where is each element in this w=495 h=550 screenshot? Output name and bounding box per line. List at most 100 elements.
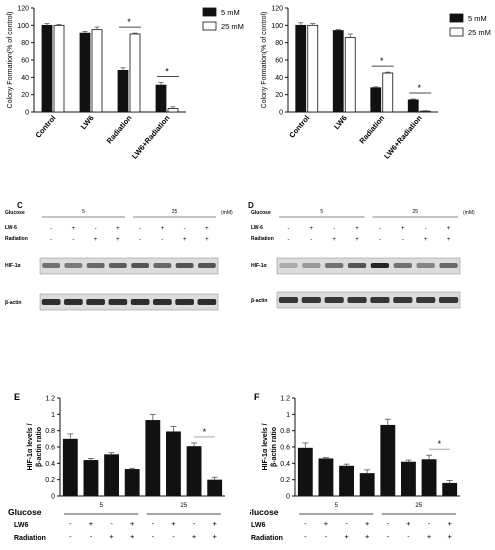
lw6-sign: - xyxy=(110,519,113,528)
blot-hif-band xyxy=(325,263,344,268)
bar xyxy=(186,446,202,496)
y-tick-label: 100 xyxy=(17,23,29,30)
glucose-row-label: Glucose xyxy=(8,507,42,517)
blot-radiation-sign: + xyxy=(447,237,451,243)
blot-actin-label: β-actin xyxy=(251,298,267,304)
y-axis-label: Colony Formation(% of control) xyxy=(7,12,14,109)
bar xyxy=(380,424,396,496)
radiation-sign: + xyxy=(212,532,217,541)
lw6-row-label: LW6 xyxy=(14,522,28,529)
blot-radiation-label: Radiation xyxy=(5,236,28,242)
blot-actin-band xyxy=(278,297,299,303)
significance-star: * xyxy=(165,67,169,77)
bar xyxy=(166,431,181,496)
blot-lw6-sign: + xyxy=(401,226,405,232)
blot-actin-label: β-actin xyxy=(5,300,21,306)
lw6-row-label: LW6 xyxy=(251,522,265,529)
lw6-sign: - xyxy=(428,519,431,528)
bar-25mM xyxy=(129,33,141,113)
blot-hif-band xyxy=(42,263,61,268)
bar-5mM xyxy=(79,32,91,113)
y-tick-label: 20 xyxy=(275,92,283,99)
legend-swatch xyxy=(202,21,217,31)
y-tick-label: 40 xyxy=(275,75,283,82)
y-tick-label: 120 xyxy=(271,6,283,13)
blot-lw6-sign: + xyxy=(447,226,451,232)
blot-glucose-group: 5 xyxy=(82,209,85,215)
blot-actin-band xyxy=(86,299,105,305)
y-axis-label-line2: β-actin ratio xyxy=(36,427,43,467)
radiation-sign: - xyxy=(90,532,93,541)
blot-glucose-group: 25 xyxy=(412,209,418,215)
category-label: LW6+Radiation xyxy=(382,113,424,160)
radiation-sign: - xyxy=(325,532,328,541)
blot-actin-band xyxy=(64,299,83,305)
bar-25mM xyxy=(382,72,394,113)
y-tick-label: 80 xyxy=(275,40,283,47)
blot-glucose-label: Glucose xyxy=(5,210,25,216)
radiation-sign: - xyxy=(172,532,175,541)
blot-hif-band xyxy=(108,263,127,268)
blot-radiation-sign: + xyxy=(116,237,120,243)
blot-lw6-sign: + xyxy=(355,226,359,232)
blot-hif-band xyxy=(416,263,435,268)
blot-lw6-sign: + xyxy=(310,226,314,232)
y-axis-label-line1: HIF-1α levels / xyxy=(27,423,34,470)
lw6-sign: + xyxy=(365,519,370,528)
y-tick-label: 1.2 xyxy=(45,396,55,403)
category-label: Radiation xyxy=(105,113,134,145)
y-axis-label: Colony Formation(% of control) xyxy=(261,12,268,109)
bar xyxy=(83,460,99,496)
blot-hif-band xyxy=(370,263,390,268)
panel-letter-d: D xyxy=(248,201,254,210)
panel-letter: F xyxy=(254,392,260,402)
blot-glucose-group: 5 xyxy=(320,209,323,215)
y-tick-label: 60 xyxy=(21,58,29,65)
blot-radiation-sign: - xyxy=(379,237,381,243)
blot-actin-band xyxy=(197,299,217,305)
category-label: Radiation xyxy=(357,113,386,145)
radiation-sign: + xyxy=(192,532,197,541)
bar xyxy=(145,420,161,496)
blot-d-graphic: Glucose 5 25 (mM) LW-6 Radiation - - + - - + + + - - + - -… xyxy=(251,209,475,309)
y-tick-label: 80 xyxy=(21,40,29,47)
bar xyxy=(421,459,437,496)
blot-panel-d: D Glucose 5 25 (mM) LW-6 Radiation - - + - - + + + - - +… xyxy=(247,200,495,320)
radiation-sign: + xyxy=(365,532,370,541)
blot-lw6-sign: - xyxy=(184,226,186,232)
blot-actin-strip xyxy=(39,293,219,311)
blot-lw6-sign: + xyxy=(161,226,165,232)
lw6-sign: - xyxy=(193,519,196,528)
significance-star: * xyxy=(380,56,384,66)
category-label: LW6 xyxy=(79,114,96,132)
blot-c-graphic: Glucose 5 25 (mM) LW-6 Radiation - - + - - + + + - - + - -… xyxy=(5,209,233,311)
bar xyxy=(339,465,354,496)
blot-radiation-sign: - xyxy=(161,237,163,243)
glucose-group-label: 5 xyxy=(100,503,104,509)
y-tick-label: 0 xyxy=(25,110,29,117)
y-tick-label: 40 xyxy=(21,75,29,82)
bar xyxy=(124,469,140,496)
blot-hif-band xyxy=(86,263,105,268)
blot-actin-band xyxy=(301,297,321,303)
bar-5mM xyxy=(332,30,344,113)
blot-hif-strip xyxy=(39,257,219,275)
panel-letter: E xyxy=(14,392,20,402)
bar xyxy=(318,458,334,496)
y-tick-label: 0.8 xyxy=(45,428,55,435)
legend-label: 5 mM xyxy=(468,14,487,23)
category-label: Control xyxy=(287,114,311,140)
blot-hif-label: HIF-1α xyxy=(251,263,268,269)
blot-actin-strip xyxy=(276,291,461,309)
bar xyxy=(104,454,119,496)
blot-glucose-group: 25 xyxy=(172,209,178,215)
bar xyxy=(297,447,313,496)
blot-actin-band xyxy=(108,299,128,305)
bar-5mM xyxy=(41,24,53,113)
lw6-sign: + xyxy=(447,519,452,528)
radiation-row-label: Radiation xyxy=(14,535,46,542)
blot-actin-band xyxy=(438,297,459,303)
lw6-sign: - xyxy=(345,519,348,528)
significance-star: * xyxy=(438,439,442,449)
